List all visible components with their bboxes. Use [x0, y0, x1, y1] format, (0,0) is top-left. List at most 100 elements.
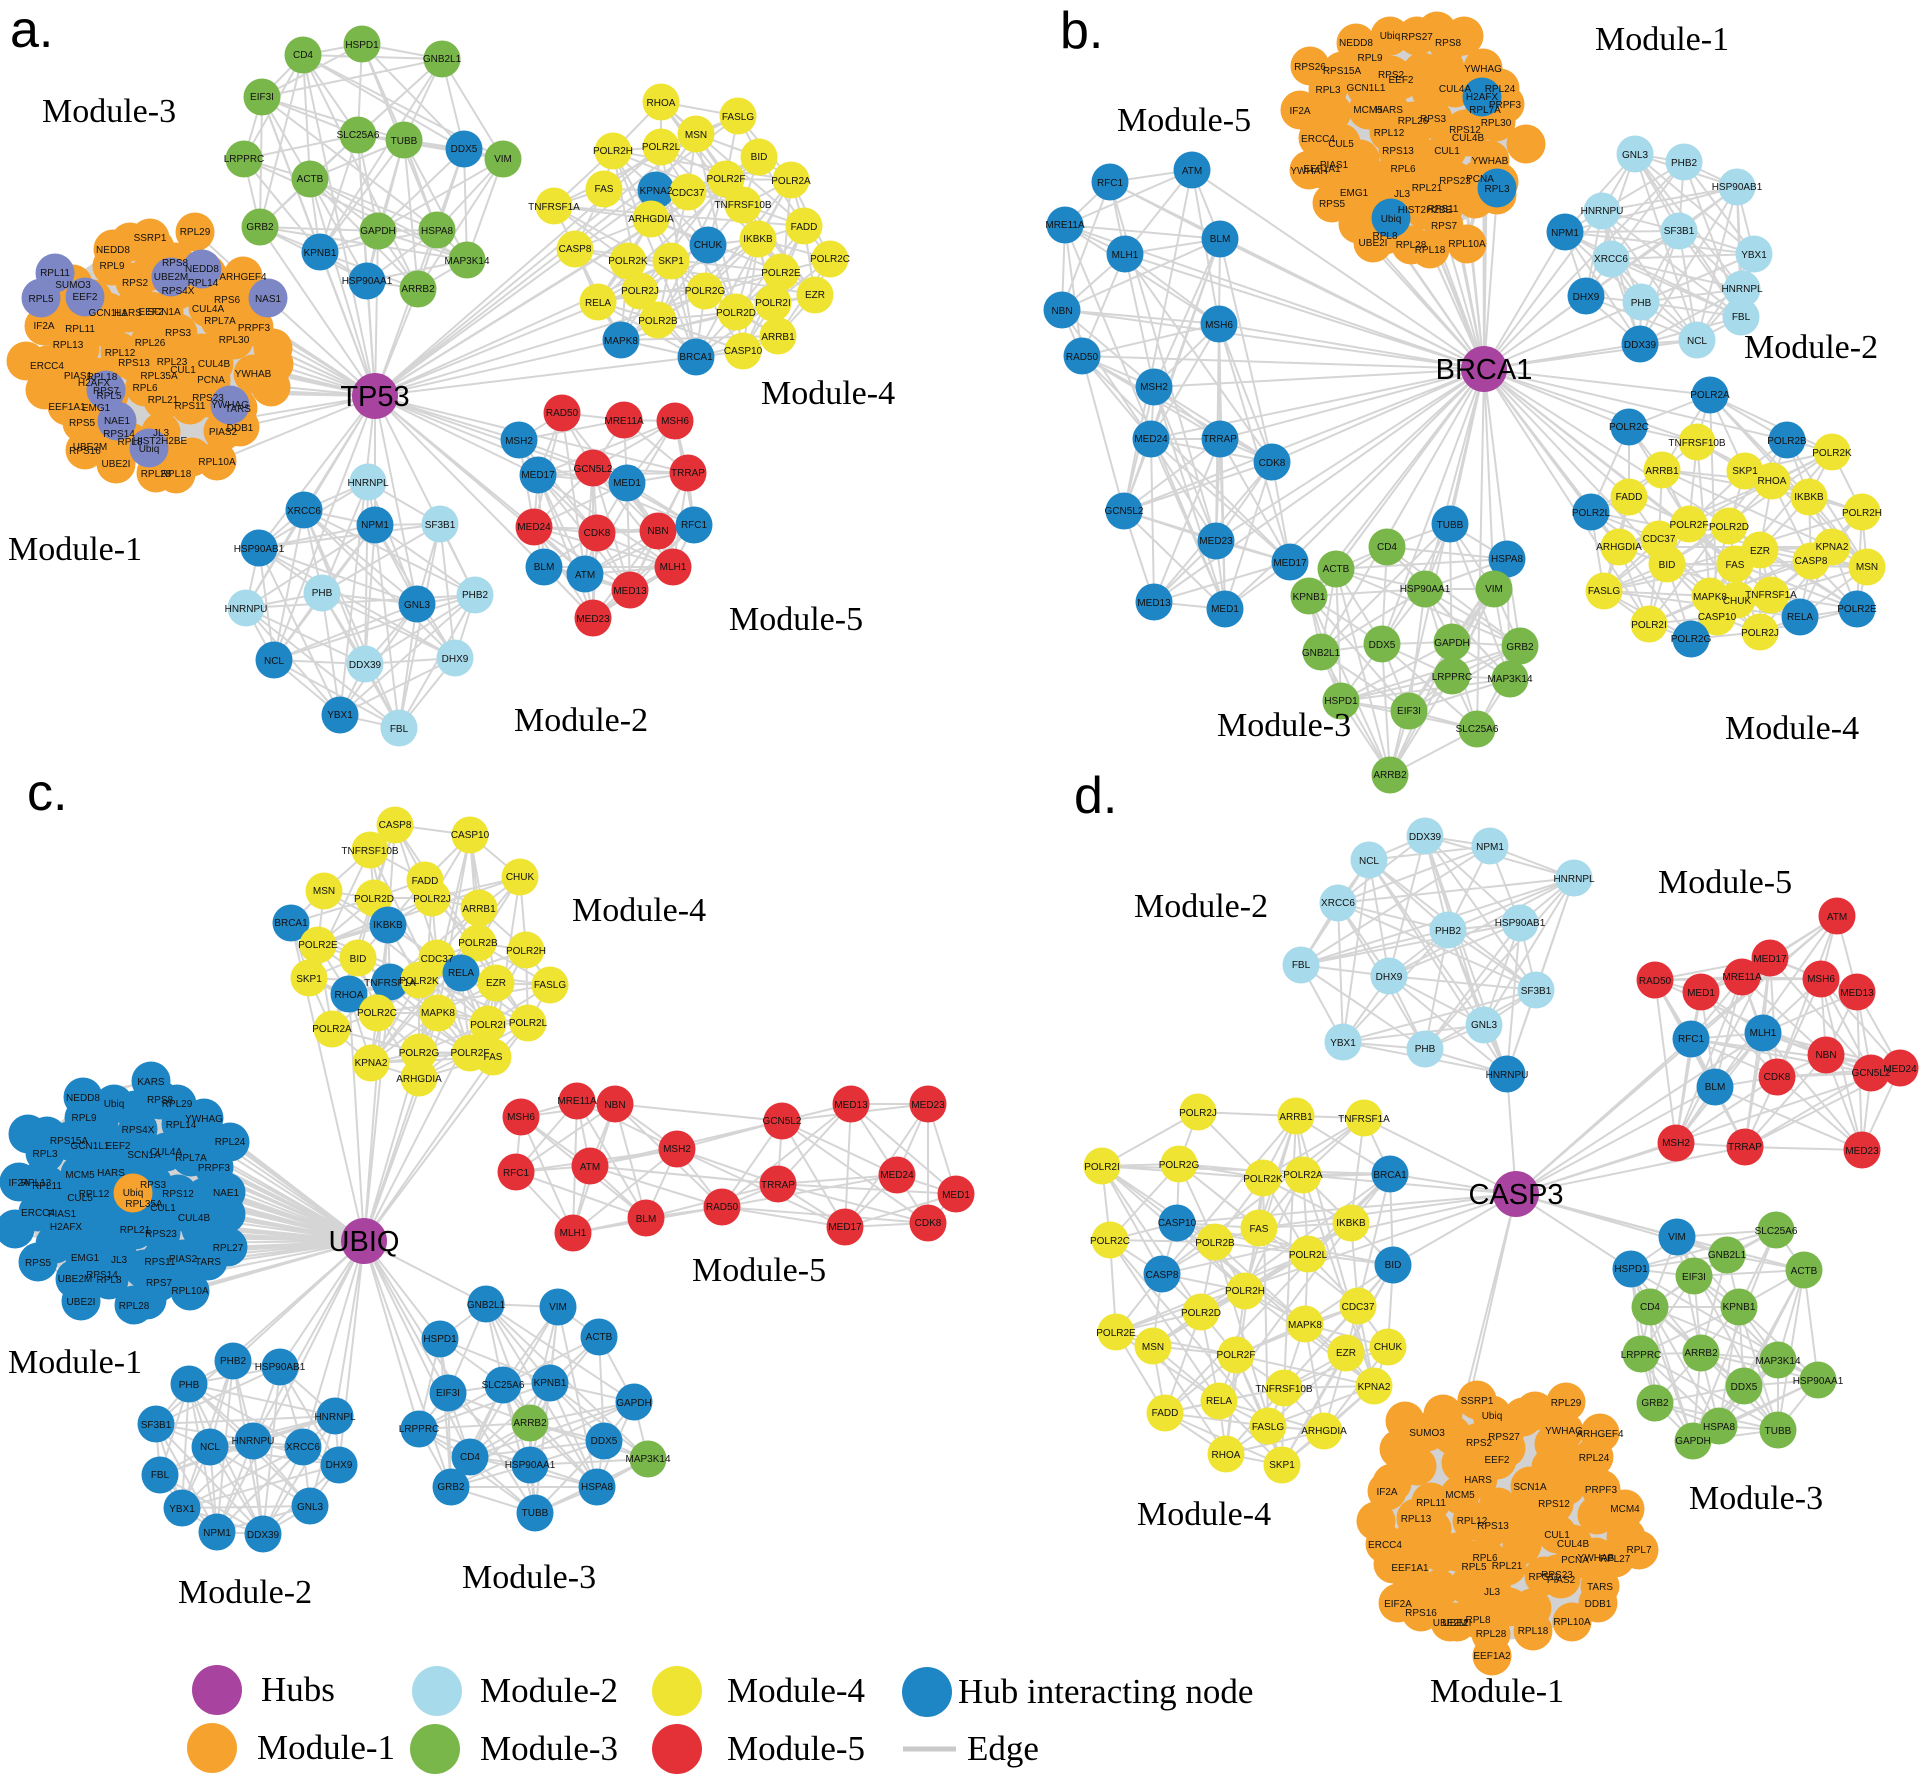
svg-text:RPL18: RPL18 [1415, 245, 1446, 256]
svg-text:Ubiq: Ubiq [1380, 31, 1401, 42]
svg-text:RPL5: RPL5 [96, 391, 121, 402]
svg-text:POLR2D: POLR2D [354, 894, 394, 905]
svg-text:a.: a. [10, 1, 53, 59]
svg-text:GCN5L2: GCN5L2 [1852, 1068, 1891, 1079]
svg-text:GAPDH: GAPDH [616, 1398, 652, 1409]
svg-text:MRE11A: MRE11A [557, 1096, 597, 1107]
svg-text:HARS: HARS [1464, 1475, 1492, 1486]
svg-text:RPL12: RPL12 [79, 1189, 110, 1200]
svg-text:RPS5: RPS5 [69, 418, 96, 429]
svg-text:JL3: JL3 [153, 428, 170, 439]
svg-text:EZR: EZR [1336, 1348, 1356, 1359]
svg-text:NAS1: NAS1 [255, 294, 282, 305]
svg-text:Hub interacting node: Hub interacting node [958, 1672, 1253, 1711]
svg-text:NEDD8: NEDD8 [185, 264, 219, 275]
svg-text:MSH6: MSH6 [1205, 320, 1233, 331]
svg-text:POLR2F: POLR2F [451, 1048, 490, 1059]
svg-text:RPL14: RPL14 [166, 1120, 197, 1131]
svg-text:XRCC6: XRCC6 [287, 506, 321, 517]
svg-text:RPL21: RPL21 [148, 395, 179, 406]
svg-text:FASLG: FASLG [1252, 1422, 1284, 1433]
svg-text:DHX9: DHX9 [1573, 292, 1600, 303]
svg-text:ACTB: ACTB [586, 1332, 613, 1343]
svg-text:PHB2: PHB2 [220, 1356, 247, 1367]
svg-text:POLR2D: POLR2D [716, 308, 756, 319]
svg-text:MAP3K14: MAP3K14 [1487, 674, 1532, 685]
svg-text:RPL35A: RPL35A [140, 371, 178, 382]
svg-text:ARHGDIA: ARHGDIA [1301, 1426, 1347, 1437]
svg-text:CUL4A: CUL4A [150, 1147, 183, 1158]
svg-text:GNB2L1: GNB2L1 [1302, 648, 1341, 659]
svg-text:KPNB1: KPNB1 [534, 1378, 567, 1389]
svg-text:RPS13: RPS13 [1382, 146, 1414, 157]
svg-text:ARRB2: ARRB2 [513, 1418, 547, 1429]
svg-text:EMG1: EMG1 [82, 403, 111, 414]
svg-text:POLR2L: POLR2L [1572, 508, 1611, 519]
svg-text:EEF2: EEF2 [72, 292, 97, 303]
svg-text:UBE2I: UBE2I [1443, 1618, 1472, 1629]
svg-text:POLR2C: POLR2C [357, 1008, 397, 1019]
svg-text:IF2A: IF2A [8, 1178, 29, 1189]
svg-text:RELA: RELA [1787, 612, 1813, 623]
svg-text:HARS: HARS [1375, 105, 1403, 116]
svg-text:MED1: MED1 [613, 478, 641, 489]
svg-text:ERCC4: ERCC4 [21, 1208, 55, 1219]
svg-text:HNRNPU: HNRNPU [225, 604, 268, 615]
svg-text:RPL13: RPL13 [53, 340, 84, 351]
svg-text:RPL7A: RPL7A [1469, 105, 1501, 116]
svg-text:EZR: EZR [805, 290, 825, 301]
svg-text:NAE1: NAE1 [104, 416, 131, 427]
svg-text:CDK8: CDK8 [1764, 1072, 1791, 1083]
svg-text:MED13: MED13 [1840, 988, 1874, 999]
svg-text:MCM5: MCM5 [1445, 1490, 1475, 1501]
svg-text:RPL6: RPL6 [1390, 164, 1415, 175]
svg-text:EIF3I: EIF3I [250, 92, 274, 103]
svg-text:Hubs: Hubs [261, 1670, 335, 1709]
svg-text:FADD: FADD [791, 222, 818, 233]
svg-text:CASP8: CASP8 [379, 820, 412, 831]
svg-text:POLR2I: POLR2I [755, 298, 791, 309]
svg-text:DDX39: DDX39 [1409, 832, 1442, 843]
svg-text:FADD: FADD [1616, 492, 1643, 503]
svg-text:PHB: PHB [1415, 1044, 1436, 1055]
svg-text:CUL1: CUL1 [1434, 146, 1460, 157]
svg-text:POLR2K: POLR2K [1243, 1174, 1283, 1185]
svg-text:RAD50: RAD50 [706, 1202, 739, 1213]
svg-text:POLR2J: POLR2J [1741, 628, 1779, 639]
svg-text:EEF1A1: EEF1A1 [48, 402, 86, 413]
svg-text:MLH1: MLH1 [660, 562, 687, 573]
svg-text:HSP90AA1: HSP90AA1 [505, 1460, 556, 1471]
svg-text:EIF3I: EIF3I [436, 1388, 460, 1399]
svg-text:RPL13: RPL13 [21, 1178, 52, 1189]
svg-text:ARRB2: ARRB2 [401, 284, 435, 295]
svg-text:Module-4: Module-4 [1137, 1496, 1271, 1533]
svg-text:RPS13: RPS13 [1477, 1521, 1509, 1532]
svg-text:PHB2: PHB2 [1671, 158, 1698, 169]
svg-text:RHOA: RHOA [335, 990, 364, 1001]
svg-text:EZR: EZR [1750, 546, 1770, 557]
svg-text:SKP1: SKP1 [658, 256, 684, 267]
svg-text:DDX5: DDX5 [1731, 1382, 1758, 1393]
svg-text:GCN5L2: GCN5L2 [574, 464, 613, 475]
svg-text:HNRNPL: HNRNPL [1721, 284, 1763, 295]
svg-text:CHUK: CHUK [694, 240, 723, 251]
svg-text:MED17: MED17 [1273, 558, 1307, 569]
svg-text:RPS27: RPS27 [1488, 1432, 1520, 1443]
svg-text:Module-5: Module-5 [1658, 864, 1792, 901]
svg-text:CASP8: CASP8 [1795, 556, 1828, 567]
svg-text:UBE2I: UBE2I [67, 1297, 96, 1308]
svg-text:UBE2M: UBE2M [58, 1274, 92, 1285]
svg-text:PRPF3: PRPF3 [238, 323, 271, 334]
svg-text:POLR2B: POLR2B [638, 316, 678, 327]
svg-text:RPS14: RPS14 [103, 429, 135, 440]
svg-text:CD4: CD4 [293, 50, 313, 61]
svg-text:MED23: MED23 [576, 614, 610, 625]
svg-text:CUL4A: CUL4A [192, 304, 225, 315]
svg-text:ATM: ATM [580, 1162, 600, 1173]
svg-text:HSP90AB1: HSP90AB1 [1495, 918, 1546, 929]
svg-text:EMG1: EMG1 [1340, 188, 1369, 199]
svg-text:RPL6: RPL6 [132, 383, 157, 394]
svg-text:IKBKB: IKBKB [373, 920, 403, 931]
svg-text:CDK8: CDK8 [915, 1218, 942, 1229]
svg-text:POLR2A: POLR2A [1283, 1170, 1323, 1181]
